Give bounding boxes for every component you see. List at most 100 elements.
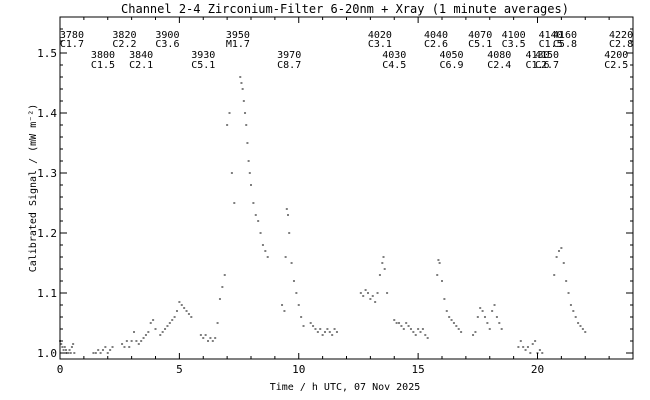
data-point: [417, 328, 420, 330]
data-point: [398, 322, 401, 324]
data-point: [175, 310, 178, 312]
data-point: [526, 346, 529, 348]
flare-id-label: 3780: [60, 30, 84, 41]
data-point: [529, 352, 532, 354]
data-point: [140, 340, 143, 342]
data-point: [259, 232, 262, 234]
data-point: [302, 325, 305, 327]
data-point: [171, 319, 174, 321]
data-point: [565, 280, 568, 282]
data-point: [378, 274, 381, 276]
data-point: [285, 208, 288, 210]
data-point: [321, 334, 324, 336]
data-point: [436, 274, 439, 276]
data-point: [335, 331, 338, 333]
data-point: [395, 322, 398, 324]
data-point: [62, 349, 65, 351]
flare-id-label: 4160: [553, 30, 577, 41]
data-point: [283, 310, 286, 312]
data-point: [369, 298, 372, 300]
data-point: [281, 304, 284, 306]
x-tick-label: 10: [292, 363, 305, 376]
data-point: [178, 301, 181, 303]
data-point: [481, 310, 484, 312]
flare-class-label: C5.8: [553, 39, 577, 50]
flare-id-label: 3840: [129, 50, 153, 61]
flare-id-label: 3800: [91, 50, 115, 61]
data-point: [159, 334, 162, 336]
data-point: [109, 349, 112, 351]
data-point: [64, 349, 67, 351]
data-point: [250, 184, 252, 186]
data-point: [574, 316, 577, 318]
data-point: [187, 313, 190, 315]
data-point: [457, 328, 460, 330]
data-point: [450, 319, 453, 321]
data-point: [382, 256, 385, 258]
data-point: [292, 280, 295, 282]
chart-title: Channel 2-4 Zirconium-Filter 6-20nm + Xr…: [121, 2, 569, 16]
data-point: [248, 172, 251, 174]
data-point: [359, 292, 362, 294]
y-tick-label: 1.1: [37, 287, 57, 300]
flare-id-label: 4100: [502, 30, 526, 41]
data-point: [324, 331, 327, 333]
flare-id-label: 4070: [468, 30, 492, 41]
data-point: [316, 331, 319, 333]
data-point: [137, 343, 140, 345]
data-point: [152, 319, 155, 321]
data-point: [288, 232, 291, 234]
flare-id-label: 4050: [440, 50, 464, 61]
data-point: [63, 346, 66, 348]
data-point: [246, 142, 249, 144]
data-point: [419, 331, 422, 333]
data-point: [166, 325, 169, 327]
data-point: [183, 307, 186, 309]
data-point: [312, 325, 315, 327]
data-point: [101, 349, 104, 351]
data-point: [284, 256, 287, 258]
data-point: [106, 352, 109, 354]
data-point: [426, 337, 429, 339]
data-point: [121, 343, 124, 345]
x-tick-label: 20: [531, 363, 544, 376]
data-point: [233, 202, 236, 204]
data-point: [314, 328, 317, 330]
data-point: [531, 343, 534, 345]
data-points: [59, 76, 587, 354]
flare-class-label: C8.7: [277, 60, 301, 71]
data-point: [254, 214, 257, 216]
x-tick-label: 15: [412, 363, 425, 376]
data-point: [207, 340, 210, 342]
data-point: [567, 292, 570, 294]
data-point: [94, 352, 97, 354]
data-point: [104, 346, 107, 348]
flare-class-label: C3.1: [368, 39, 392, 50]
data-point: [223, 274, 226, 276]
data-point: [579, 325, 582, 327]
data-point: [264, 250, 267, 252]
flare-class-label: C3.6: [155, 39, 179, 50]
flare-id-label: 4200: [604, 50, 628, 61]
data-point: [185, 310, 188, 312]
data-point: [92, 352, 95, 354]
data-point: [247, 160, 250, 162]
data-point: [142, 337, 145, 339]
x-tick-label: 0: [57, 363, 64, 376]
data-point: [553, 274, 556, 276]
flare-id-label: 4150: [535, 50, 559, 61]
data-point: [414, 334, 417, 336]
flare-class-label: C2.6: [424, 39, 448, 50]
data-point: [455, 325, 458, 327]
data-point: [421, 328, 424, 330]
data-point: [452, 322, 455, 324]
x-tick-label: 5: [176, 363, 183, 376]
data-point: [190, 316, 193, 318]
flare-class-label: C6.9: [440, 60, 464, 71]
data-point: [407, 325, 410, 327]
data-point: [214, 337, 217, 339]
data-point: [560, 247, 563, 249]
data-point: [441, 280, 443, 282]
